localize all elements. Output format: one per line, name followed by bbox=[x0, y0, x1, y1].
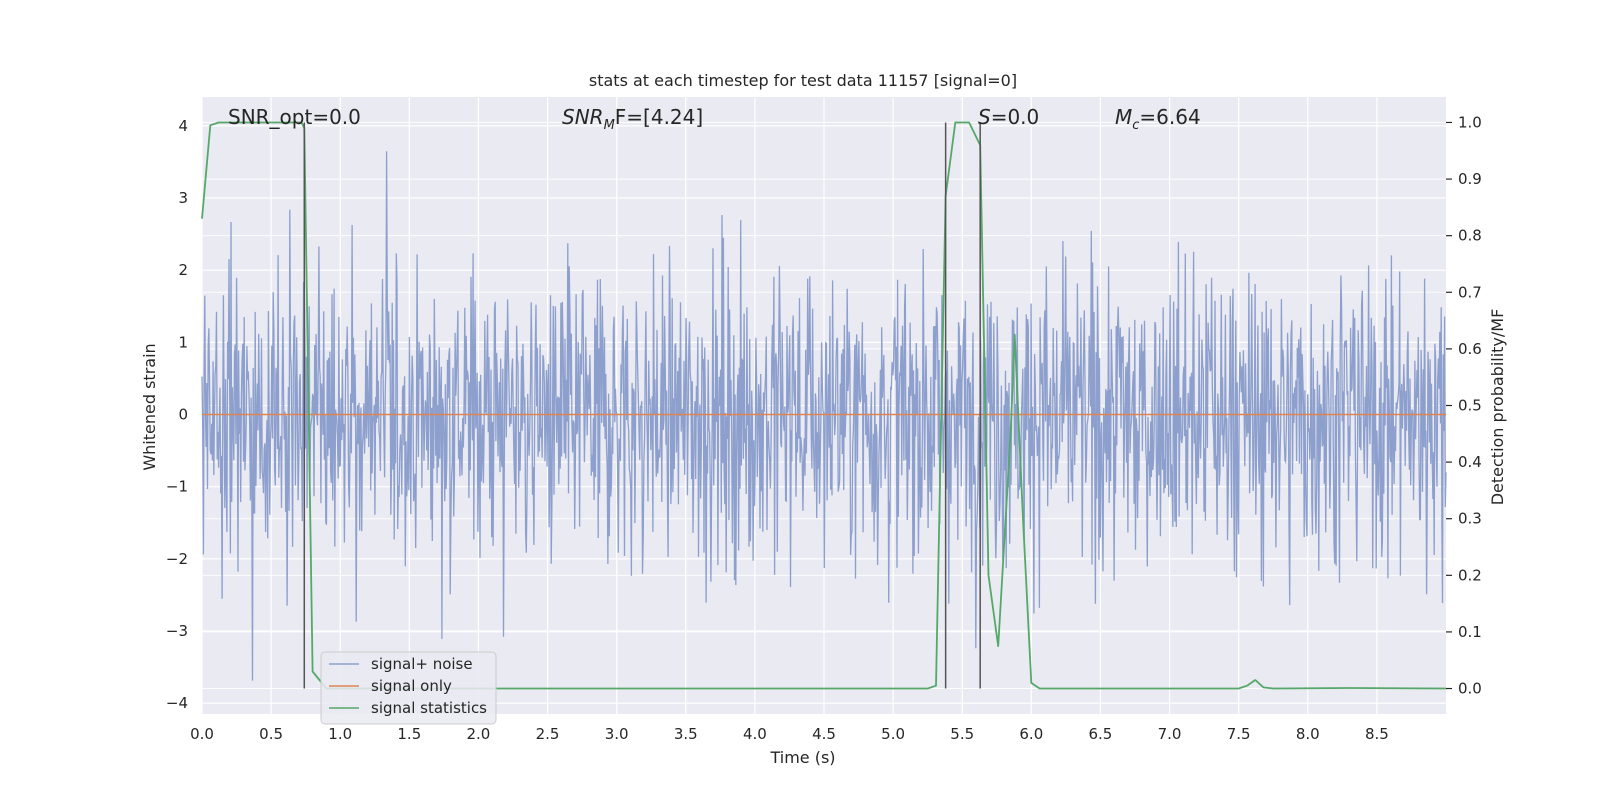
y-tick-label-7: −3 bbox=[166, 622, 188, 640]
annotation-snr-mf: SNRMF=[4.24] bbox=[562, 105, 703, 133]
y2-tick-label-3: 0.7 bbox=[1458, 283, 1482, 301]
s-symbol: S bbox=[978, 105, 991, 129]
x-tick-label-14: 7.0 bbox=[1158, 725, 1182, 743]
mc-symbol: M bbox=[1115, 105, 1132, 129]
annotation-s: S=0.0 bbox=[978, 105, 1039, 129]
legend: signal+ noise signal only signal statist… bbox=[320, 651, 497, 725]
y-tick-label-2: 2 bbox=[178, 261, 188, 279]
y-tick-label-8: −4 bbox=[166, 694, 188, 712]
x-tick-label-7: 3.5 bbox=[674, 725, 698, 743]
tick-labels: 0.0 0.5 1.0 1.5 2.0 2.5 3.0 3.5 4.0 4.5 5.0 5.5 6.0 6… bbox=[166, 113, 1482, 743]
y2-tick-label-8: 0.2 bbox=[1458, 566, 1482, 584]
x-tick-label-8: 4.0 bbox=[743, 725, 767, 743]
series-line-signal-noise bbox=[201, 151, 1447, 681]
y2-tick-label-9: 0.1 bbox=[1458, 623, 1482, 641]
legend-label-signal-only: signal only bbox=[371, 677, 452, 695]
x-tick-label-5: 2.5 bbox=[536, 725, 560, 743]
snr-mf-symbol: SNR bbox=[562, 105, 604, 129]
x-tick-label-3: 1.5 bbox=[397, 725, 421, 743]
legend-label-signal-noise: signal+ noise bbox=[371, 655, 473, 673]
y-tick-label-6: −2 bbox=[166, 550, 188, 568]
series-line-signal-statistics bbox=[201, 121, 1447, 690]
y2-tick-label-4: 0.6 bbox=[1458, 340, 1482, 358]
x-tick-label-12: 6.0 bbox=[1019, 725, 1043, 743]
annotation-snr-opt: SNR_opt=0.0 bbox=[228, 105, 361, 129]
x-tick-label-15: 7.5 bbox=[1227, 725, 1251, 743]
y-axis-label: Whitened strain bbox=[140, 343, 159, 470]
snr-mf-subscript: M bbox=[604, 118, 615, 133]
s-value: =0.0 bbox=[991, 105, 1040, 129]
y2-tick-label-2: 0.8 bbox=[1458, 227, 1482, 245]
x-tick-label-6: 3.0 bbox=[605, 725, 629, 743]
series-layer bbox=[201, 121, 1447, 690]
mc-value: =6.64 bbox=[1139, 105, 1200, 129]
x-tick-label-17: 8.5 bbox=[1365, 725, 1389, 743]
snr-mf-value: F=[4.24] bbox=[615, 105, 703, 129]
x-tick-label-0: 0.0 bbox=[190, 725, 214, 743]
x-tick-label-2: 1.0 bbox=[328, 725, 352, 743]
x-axis-label: Time (s) bbox=[769, 748, 835, 767]
chart-title: stats at each timestep for test data 111… bbox=[589, 71, 1017, 90]
y2-tick-label-6: 0.4 bbox=[1458, 453, 1482, 471]
y2-tick-label-7: 0.3 bbox=[1458, 510, 1482, 528]
x-tick-label-10: 5.0 bbox=[881, 725, 905, 743]
x-tick-label-1: 0.5 bbox=[259, 725, 283, 743]
y-tick-label-1: 3 bbox=[178, 189, 188, 207]
series-signal-noise bbox=[201, 151, 1447, 681]
annotation-mc: Mc=6.64 bbox=[1115, 105, 1201, 133]
x-tick-label-13: 6.5 bbox=[1089, 725, 1113, 743]
annotations: SNR_opt=0.0 SNRMF=[4.24] S=0.0 Mc=6.64 bbox=[228, 105, 1201, 133]
mc-subscript: c bbox=[1132, 118, 1139, 133]
y2-tick-label-1: 0.9 bbox=[1458, 170, 1482, 188]
legend-label-signal-statistics: signal statistics bbox=[371, 699, 487, 717]
vertical-markers bbox=[303, 122, 981, 689]
x-tick-label-16: 8.0 bbox=[1296, 725, 1320, 743]
legend-box bbox=[320, 651, 497, 725]
y2-axis-label: Detection probability/MF bbox=[1488, 309, 1507, 506]
x-tick-label-11: 5.5 bbox=[950, 725, 974, 743]
x-tick-label-4: 2.0 bbox=[467, 725, 491, 743]
x-tick-label-9: 4.5 bbox=[812, 725, 836, 743]
y-tick-label-5: −1 bbox=[166, 478, 188, 496]
y-tick-label-3: 1 bbox=[178, 333, 188, 351]
y-tick-label-0: 4 bbox=[178, 117, 188, 135]
y-tick-label-4: 0 bbox=[178, 406, 188, 424]
y2-tick-label-5: 0.5 bbox=[1458, 397, 1482, 415]
y2-tick-label-0: 1.0 bbox=[1458, 113, 1482, 131]
y2-tick-label-10: 0.0 bbox=[1458, 680, 1482, 698]
